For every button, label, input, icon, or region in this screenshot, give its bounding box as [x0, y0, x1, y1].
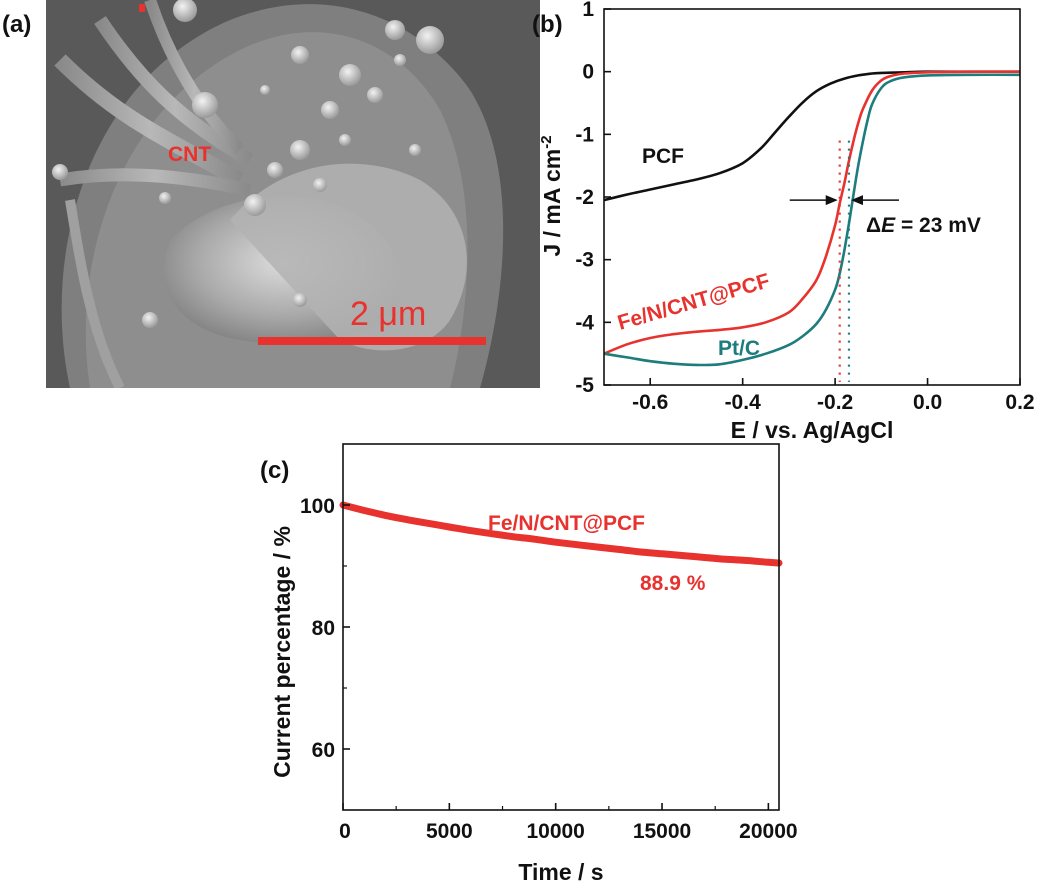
- panel-b-x-tick-label-1: -0.4: [725, 391, 762, 414]
- retention-value-label: 88.9 %: [640, 572, 706, 595]
- panel-c-y-tick-label-1: 80: [312, 617, 335, 640]
- panel-b-y-axis-title-main: J / mA cm: [539, 149, 565, 257]
- panel-c-lines: [339, 501, 783, 567]
- panel-c-y-axis-title: Current percentage / %: [269, 526, 295, 778]
- panel-b-y-tick-label-0: 1: [582, 0, 594, 21]
- scale-bar: [258, 337, 486, 345]
- delta-e-value: = 23 mV: [895, 214, 981, 237]
- panel-b-series-line-2: [603, 73, 1021, 367]
- delta-e-label: ΔE = 23 mV: [866, 214, 981, 237]
- panel-b-x-tick-label-0: -0.6: [632, 391, 668, 414]
- delta-e-left-arrowhead: [825, 195, 838, 206]
- panel-b-x-tick-label-3: 0.0: [913, 391, 942, 414]
- panel-c-x-tick-label-2: 10000: [526, 820, 584, 843]
- panel-b-lines: [603, 70, 1021, 367]
- panel-a: (a): [2, 0, 540, 388]
- delta-e-variable: E: [881, 214, 896, 237]
- panel-c-y-tick-label-2: 100: [300, 495, 335, 518]
- panel-c-x-axis-title: Time / s: [518, 859, 603, 885]
- panel-b-y-tick-label-1: 0: [582, 61, 594, 84]
- panel-c-y-tick-label-0: 60: [312, 739, 335, 762]
- panel-c-label: (c): [260, 457, 289, 484]
- ptc-series-label: Pt/C: [718, 337, 760, 360]
- panel-b-series-line-1: [603, 70, 1021, 355]
- panel-c-frame: [342, 443, 780, 811]
- panel-b-x-tick-label-4: 0.2: [1005, 391, 1034, 414]
- delta-e-annotation: ΔE = 23 mV: [789, 195, 981, 237]
- panel-b-vlines: [838, 140, 851, 382]
- panel-b-y-tick-label-6: -5: [575, 374, 594, 397]
- panel-b-y-axis-title: J / mA cm-2: [538, 135, 565, 256]
- panel-b-y-tick-label-5: -4: [575, 311, 594, 334]
- panel-c-series-line-0: [339, 501, 783, 567]
- panel-b-x-ticks: -0.6 -0.4 -0.2 0.0 0.2: [632, 378, 1035, 414]
- panel-b-y-tick-label-2: -1: [575, 123, 594, 146]
- panel-b-y-ticks: 1 0 -1 -2 -3 -4 -5: [575, 0, 611, 397]
- panel-c-x-ticks: 0 5000 10000 15000 20000: [339, 803, 798, 843]
- panel-b-x-axis-title: E / vs. Ag/AgCl: [731, 417, 894, 443]
- panel-c-x-tick-label-4: 20000: [739, 820, 797, 843]
- panel-b-x-tick-label-2: -0.2: [817, 391, 853, 414]
- panel-c-x-tick-label-3: 15000: [633, 820, 691, 843]
- panel-b: (b) -0.6 -0.4 -0.2 0.0 0.2 1 0 -1 -2 -3 -4 -5 E / …: [532, 0, 1035, 443]
- panel-c-y-ticks: 60 80 100: [300, 495, 350, 762]
- scale-bar-label: 2 μm: [350, 295, 426, 333]
- pcf-series-label: PCF: [642, 145, 684, 168]
- panel-b-label: (b): [532, 11, 563, 38]
- delta-e-symbol: Δ: [866, 214, 881, 237]
- panel-b-y-tick-label-4: -3: [575, 249, 594, 272]
- panel-b-y-tick-label-3: -2: [575, 186, 594, 209]
- panel-b-y-axis-title-superscript: -2: [538, 135, 555, 148]
- panel-c-series-label: Fe/N/CNT@PCF: [488, 512, 645, 535]
- delta-e-right-arrowhead: [850, 195, 863, 206]
- panel-b-series-line-0: [603, 70, 1020, 202]
- cnt-label: CNT: [168, 143, 211, 166]
- panel-c: (c) 0 5000 10000 15000 20000 60 80 100 Time / …: [260, 443, 798, 885]
- panel-c-x-tick-label-1: 5000: [426, 820, 473, 843]
- sem-image: CNT 2 μm: [46, 0, 540, 388]
- panel-c-x-tick-label-0: 0: [339, 820, 351, 843]
- panel-a-label: (a): [2, 11, 31, 38]
